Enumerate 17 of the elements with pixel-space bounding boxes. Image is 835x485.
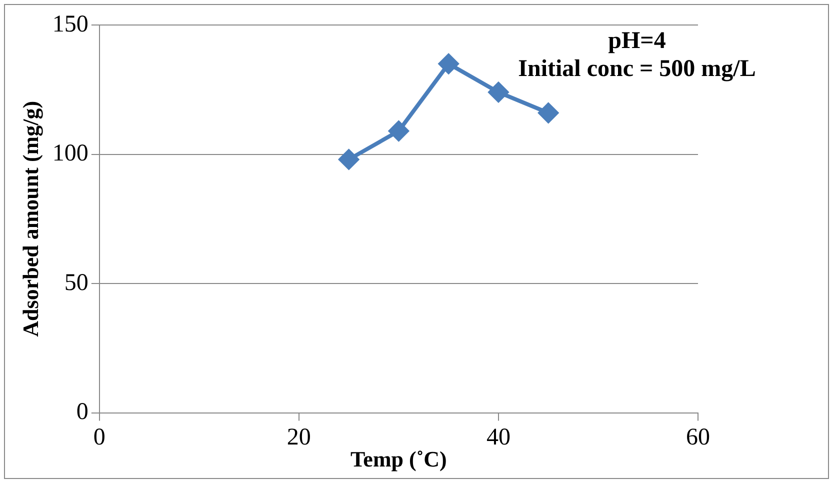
annotation: pH=4	[608, 28, 666, 54]
x-tick-label: 40	[486, 424, 510, 450]
point	[438, 54, 459, 74]
point	[538, 102, 558, 123]
point	[338, 149, 359, 170]
annotation: Initial conc = 500 mg/L	[518, 56, 756, 82]
y-tick-label: 150	[52, 11, 88, 38]
y-axis-title: Adsorbed amount (mg/g)	[18, 100, 43, 337]
x-axis-title: Temp (˚C)	[350, 446, 447, 472]
y-tick-label: 100	[52, 140, 88, 167]
x-tick-label: 20	[286, 424, 311, 450]
point	[488, 82, 508, 102]
y-tick-label: 50	[64, 270, 88, 296]
x-tick-label: 60	[686, 424, 710, 450]
x-tick-label: 0	[93, 424, 106, 450]
point	[388, 121, 409, 141]
y-tick-label: 0	[76, 399, 88, 426]
